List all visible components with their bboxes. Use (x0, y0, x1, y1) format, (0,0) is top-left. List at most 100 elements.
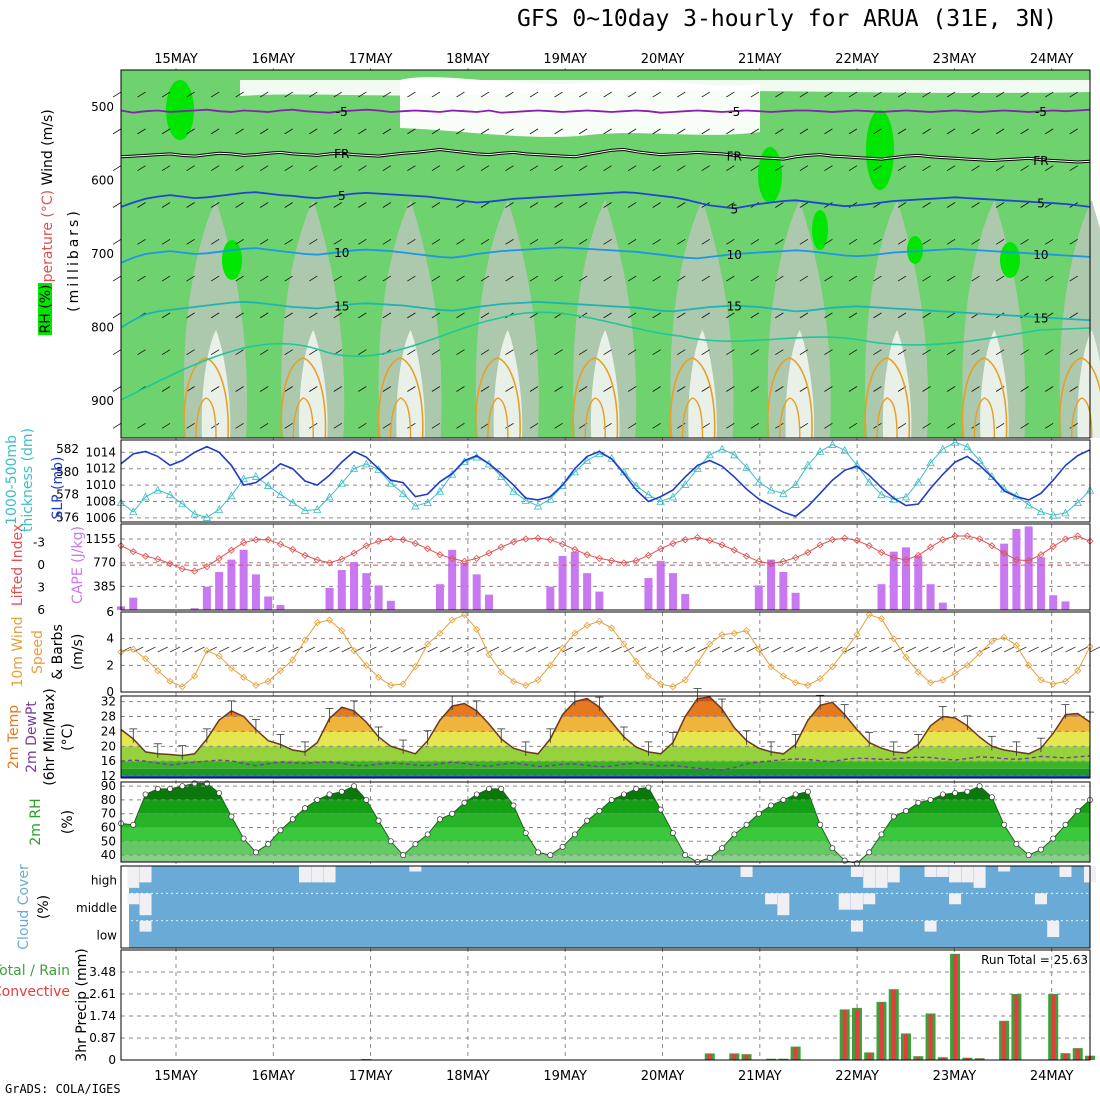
date-label-bottom: 22MAY (835, 1069, 879, 1084)
wind-barb (235, 349, 244, 356)
wind-barb (309, 165, 318, 172)
rh-marker (890, 813, 897, 820)
wind-barb (922, 238, 931, 245)
precip-convective-bar (953, 954, 958, 1060)
wind-barb (529, 165, 539, 172)
wind-barb (218, 646, 230, 653)
wind-barb (995, 275, 1005, 282)
wind-barb (677, 202, 686, 208)
wind-barb (967, 646, 978, 653)
wind-barb (137, 422, 146, 429)
cloud-axis-label: Cloud Cover (%) (16, 864, 52, 950)
axis-label: Cloud Cover (16, 864, 32, 950)
wind-speed-marker (865, 611, 873, 619)
thickness-marker (766, 485, 776, 494)
wind-barb (1020, 386, 1029, 392)
wind-barb (1044, 238, 1054, 245)
wind-barb (922, 422, 931, 429)
wind-barb (382, 91, 392, 98)
rh-axis-label: 2m RH (%) (28, 798, 76, 845)
wind-speed-marker (509, 677, 518, 685)
dewpoint-line (120, 755, 1091, 771)
wind-barb (652, 202, 661, 208)
wind-barb (627, 275, 637, 282)
thickness-marker (742, 462, 751, 471)
precip-legend-total: Total / Rain (0, 963, 70, 979)
wind-barb (407, 312, 416, 319)
rh-marker (338, 788, 345, 795)
wind-barb (750, 238, 760, 245)
precip-convective-bar (793, 1047, 798, 1060)
wind-barb (137, 275, 146, 282)
wind-barb (844, 646, 855, 653)
wind-barb (284, 91, 293, 98)
wind-barb (137, 202, 146, 208)
wind-barb (161, 202, 171, 208)
thickness-marker (926, 458, 935, 467)
wind-barb (1069, 238, 1078, 245)
rh-marker (179, 783, 186, 790)
wind-barb (603, 128, 612, 135)
wind-barb (309, 128, 318, 135)
wind-barb (194, 646, 205, 653)
wind-barb (333, 91, 342, 98)
lifted-index-marker (693, 533, 702, 542)
wind-barb (627, 312, 637, 319)
wind-tick-label: 4 (106, 632, 114, 646)
rh-legend-swatch (38, 283, 52, 335)
wind-barb (333, 128, 342, 135)
temp-tick-label: 32 (101, 695, 116, 709)
wind-barb (554, 275, 563, 282)
wind-barb (603, 165, 612, 172)
contour-label: -5 (1035, 105, 1047, 119)
cape-bar (386, 600, 395, 610)
cape-bar (129, 597, 138, 610)
wind-barb (456, 349, 465, 356)
cape-tick-label: 385 (93, 579, 116, 593)
axis-label: 2m Temp (6, 705, 22, 769)
rh-dry-band (240, 80, 1090, 96)
axis-label: (%) (36, 895, 52, 919)
thickness-marker (815, 447, 825, 455)
temperature-contour (120, 108, 1091, 114)
lifted-index-marker (166, 560, 174, 568)
wind-barb (930, 646, 941, 653)
thickness-marker (803, 460, 813, 469)
wind-speed-marker (644, 672, 652, 680)
wind-barb (259, 202, 269, 208)
thickness-marker (251, 472, 261, 480)
lifted-index-marker (816, 541, 824, 549)
wind-barb (210, 238, 220, 245)
wind-barb (137, 165, 146, 172)
pressure-axis-label: (millibars) (66, 208, 82, 312)
wind-barb (284, 275, 293, 282)
temp-line (120, 696, 1091, 757)
wind-barb (799, 312, 809, 319)
thickness-marker (656, 497, 665, 505)
wind-speed-marker (191, 672, 199, 680)
wind-speed-marker (951, 669, 959, 677)
rh-moist-cell (866, 110, 894, 190)
wind-barb (562, 646, 573, 653)
wind-barb (186, 275, 195, 282)
contour-label: 10 (1033, 248, 1048, 262)
wind-barb (501, 646, 512, 653)
wind-barb (407, 91, 416, 98)
warm-contour (681, 397, 704, 439)
wind-barb (721, 646, 733, 653)
wind-barb (946, 165, 956, 172)
wind-barb (946, 202, 956, 208)
wind-barb (677, 312, 686, 319)
contour-label: 5 (338, 189, 346, 203)
wind-barb (235, 238, 244, 245)
cloud-block (961, 866, 974, 883)
wind-barb (1020, 91, 1029, 98)
lifted-index-marker (522, 535, 530, 543)
rh-marker (436, 816, 443, 823)
wind-barb (464, 646, 475, 653)
wind-barb (652, 422, 661, 429)
lifted-index-marker (460, 557, 469, 565)
wind-barb (652, 312, 661, 319)
thickness-marker (288, 498, 297, 507)
rh-marker (731, 831, 738, 838)
